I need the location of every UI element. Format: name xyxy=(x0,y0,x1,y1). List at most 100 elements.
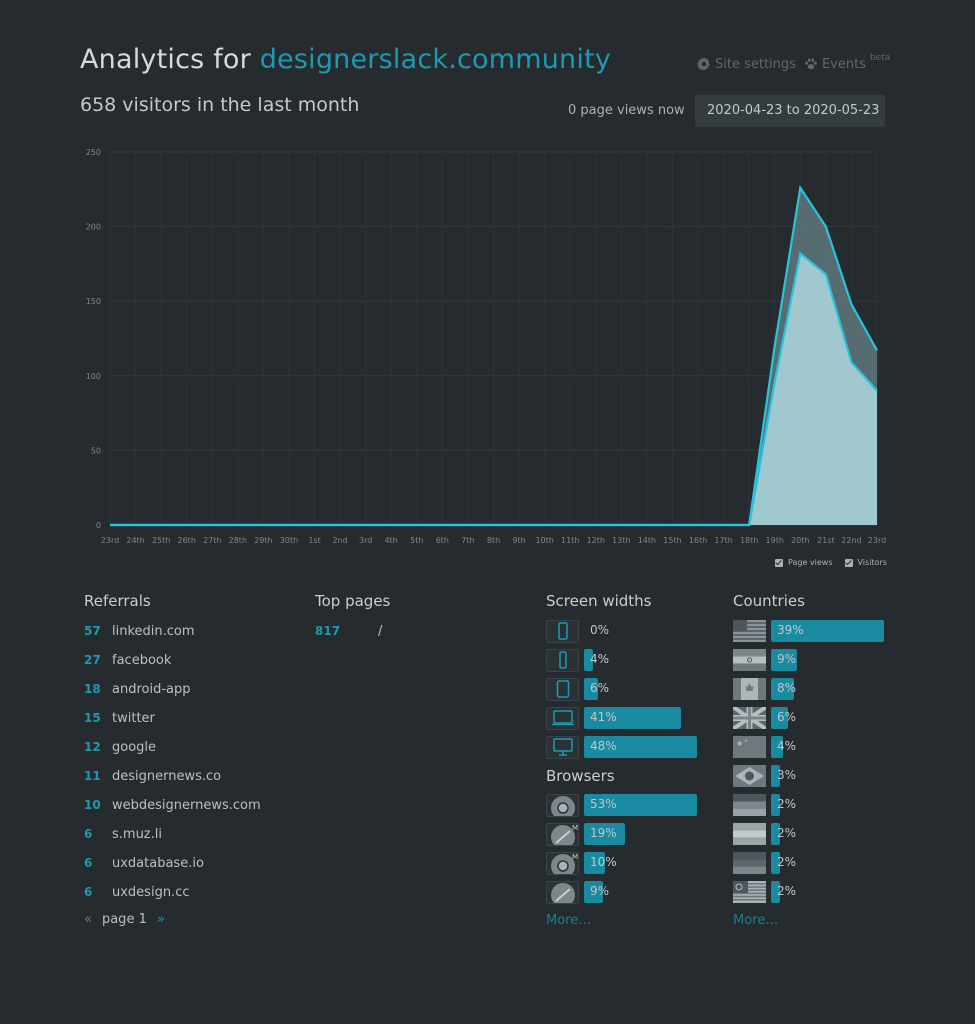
visitors-area xyxy=(110,253,877,525)
referral-name[interactable]: linkedin.com xyxy=(112,623,195,639)
flag-de-icon xyxy=(733,794,766,817)
browsers-item[interactable]: M 10% xyxy=(546,851,697,875)
countries-more-link[interactable]: More… xyxy=(733,913,779,928)
paw-icon xyxy=(805,58,817,70)
bar-track: 41% xyxy=(584,707,697,729)
flag-us-icon xyxy=(733,620,766,643)
browsers-item[interactable]: 9% xyxy=(546,880,697,904)
screen-widths-item[interactable]: 48% xyxy=(546,735,697,759)
x-tick-label: 1st xyxy=(308,536,320,545)
referral-item[interactable]: 27 facebook xyxy=(84,650,171,670)
referral-item[interactable]: 12 google xyxy=(84,737,156,757)
screen-widths-title: Screen widths xyxy=(546,592,652,610)
site-link[interactable]: designerslack.community xyxy=(259,44,612,75)
countries-item[interactable]: 2% xyxy=(733,793,884,817)
x-tick-label: 4th xyxy=(385,536,398,545)
referral-count: 6 xyxy=(84,856,93,870)
percent-label: 19% xyxy=(590,826,617,840)
percent-bar xyxy=(771,794,780,816)
referral-item[interactable]: 10 webdesignernews.com xyxy=(84,795,261,815)
x-tick-label: 2nd xyxy=(332,536,347,545)
screen-widths-item[interactable]: 6% xyxy=(546,677,697,701)
browsers-more-link[interactable]: More… xyxy=(546,913,592,928)
events-link[interactable]: Events beta xyxy=(804,53,890,72)
screen-widths-item[interactable]: 4% xyxy=(546,648,697,672)
site-settings-link[interactable]: Site settings xyxy=(697,57,796,72)
countries-item[interactable]: 9% xyxy=(733,648,884,672)
x-tick-label: 17th xyxy=(714,536,732,545)
countries-item[interactable]: 2% xyxy=(733,880,884,904)
legend-page-views[interactable]: Page views xyxy=(775,558,833,567)
legend-visitors-label: Visitors xyxy=(857,558,887,567)
referral-name[interactable]: android-app xyxy=(112,681,191,697)
referral-item[interactable]: 6 uxdatabase.io xyxy=(84,853,204,873)
percent-bar xyxy=(771,765,780,787)
referral-item[interactable]: 6 s.muz.li xyxy=(84,824,162,844)
referral-item[interactable]: 11 designernews.co xyxy=(84,766,221,786)
referral-item[interactable]: 15 twitter xyxy=(84,708,155,728)
percent-label: 9% xyxy=(777,652,797,666)
bar-track: 3% xyxy=(771,765,884,787)
top-page-item[interactable]: 817 / xyxy=(315,621,382,641)
countries-item[interactable]: 39% xyxy=(733,619,884,643)
x-tick-label: 13th xyxy=(612,536,630,545)
svg-text:★: ★ xyxy=(736,739,743,748)
next-page-button[interactable]: » xyxy=(156,912,165,927)
y-tick-label: 100 xyxy=(86,372,101,381)
referral-item[interactable]: 6 uxdesign.cc xyxy=(84,882,190,902)
screen-widths-item[interactable]: 41% xyxy=(546,706,697,730)
countries-item[interactable]: 8% xyxy=(733,677,884,701)
flag-in-icon xyxy=(733,649,766,672)
percent-label: 2% xyxy=(777,855,797,869)
top-links: Site settings Events beta xyxy=(697,53,890,74)
screen-widths-item[interactable]: 0% xyxy=(546,619,697,643)
flag-ru-icon xyxy=(733,852,766,875)
referral-name[interactable]: google xyxy=(112,739,157,755)
flag-br-icon xyxy=(733,765,766,788)
bar-track: 0% xyxy=(584,620,697,642)
page-views-checkbox[interactable] xyxy=(775,558,783,567)
percent-label: 6% xyxy=(590,681,610,695)
referral-name[interactable]: twitter xyxy=(112,710,155,726)
referral-count: 15 xyxy=(84,711,101,725)
referral-name[interactable]: facebook xyxy=(112,652,172,668)
percent-bar xyxy=(584,707,681,729)
x-tick-label: 7th xyxy=(461,536,474,545)
countries-item[interactable]: ★ ★ 4% xyxy=(733,735,884,759)
referral-name[interactable]: uxdatabase.io xyxy=(112,855,204,871)
flag-ar-icon xyxy=(733,823,766,846)
svg-text:M: M xyxy=(572,853,578,861)
browsers-item[interactable]: M 19% xyxy=(546,822,697,846)
countries-item[interactable]: 2% xyxy=(733,822,884,846)
legend-visitors[interactable]: Visitors xyxy=(844,558,887,567)
page-path[interactable]: / xyxy=(378,623,383,639)
page-views-now: 0 page views now xyxy=(568,103,685,118)
referral-count: 6 xyxy=(84,827,93,841)
page-label: page 1 xyxy=(101,912,147,927)
countries-item[interactable]: 2% xyxy=(733,851,884,875)
bar-track: 2% xyxy=(771,852,884,874)
referral-name[interactable]: designernews.co xyxy=(112,768,222,784)
y-tick-label: 250 xyxy=(86,148,101,157)
countries-item[interactable]: 3% xyxy=(733,764,884,788)
referral-name[interactable]: uxdesign.cc xyxy=(112,884,190,900)
referral-name[interactable]: webdesignernews.com xyxy=(112,797,261,813)
prev-page-button[interactable]: « xyxy=(84,912,92,927)
countries-item[interactable]: 6% xyxy=(733,706,884,730)
referral-item[interactable]: 57 linkedin.com xyxy=(84,621,195,641)
chart-legend: Page views Visitors xyxy=(775,558,887,567)
percent-bar xyxy=(584,736,697,758)
chrome-icon xyxy=(546,793,579,817)
date-range-picker[interactable]: 2020-04-23 to 2020-05-23 xyxy=(695,95,885,127)
bar-track: 9% xyxy=(771,649,884,671)
percent-bar xyxy=(584,794,697,816)
bar-track: 39% xyxy=(771,620,884,642)
x-tick-label: 3rd xyxy=(359,536,372,545)
x-tick-label: 16th xyxy=(689,536,707,545)
bar-track: 10% xyxy=(584,852,697,874)
referral-item[interactable]: 18 android-app xyxy=(84,679,191,699)
browsers-item[interactable]: 53% xyxy=(546,793,697,817)
visitors-checkbox[interactable] xyxy=(844,558,853,567)
x-tick-label: 18th xyxy=(740,536,758,545)
referral-name[interactable]: s.muz.li xyxy=(112,826,162,842)
